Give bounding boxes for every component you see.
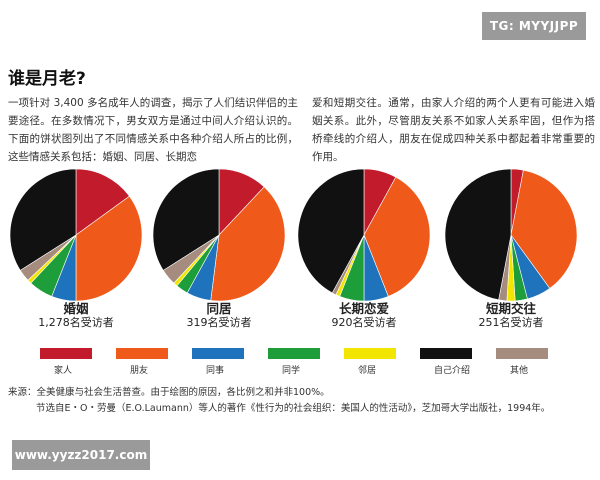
legend-label: 自己介绍 bbox=[434, 366, 471, 376]
legend-swatch bbox=[116, 348, 168, 359]
legend-item-other: 其他 bbox=[496, 348, 560, 376]
pie-label-long-term: 长期恋爱 920名受访者 bbox=[304, 302, 424, 330]
pie-slice bbox=[210, 186, 286, 302]
legend-label: 同事 bbox=[206, 366, 225, 376]
pie-slice bbox=[510, 169, 578, 289]
legend-item-classmates: 同学 bbox=[268, 348, 332, 376]
legend-label: 其他 bbox=[510, 366, 529, 376]
pie-label-cohabitation: 同居 319名受访者 bbox=[159, 302, 279, 330]
pie-charts bbox=[9, 168, 578, 302]
watermark-top: TG: MYYJJPP bbox=[482, 12, 586, 40]
intro-paragraph-left: 一项针对 3,400 多名成年人的调查，揭示了人们结识伴侣的主要途径。在多数情况… bbox=[8, 97, 298, 163]
pie-title: 婚姻 bbox=[63, 301, 89, 316]
legend-item-self: 自己介绍 bbox=[420, 348, 484, 376]
pie-slice bbox=[75, 168, 130, 236]
pie-respondents: 1,278名受访者 bbox=[38, 316, 114, 329]
pie-respondents: 319名受访者 bbox=[186, 316, 252, 329]
legend-swatch bbox=[268, 348, 320, 359]
legend-item-friends: 朋友 bbox=[116, 348, 180, 376]
legend-item-coworkers: 同事 bbox=[192, 348, 256, 376]
pie-respondents: 920名受访者 bbox=[331, 316, 397, 329]
page-title: 谁是月老? bbox=[8, 69, 86, 89]
pie-respondents: 251名受访者 bbox=[478, 316, 544, 329]
pie-label-marriage: 婚姻 1,278名受访者 bbox=[16, 302, 136, 330]
pie-slice bbox=[297, 168, 365, 294]
pie-label-short-term: 短期交往 251名受访者 bbox=[451, 302, 571, 330]
legend-swatch bbox=[40, 348, 92, 359]
pie-slice bbox=[75, 195, 143, 302]
legend-swatch bbox=[496, 348, 548, 359]
legend-label: 朋友 bbox=[130, 366, 149, 376]
excerpt-note: 节选自E・O・劳曼（E.O.Laumann）等人的著作《性行为的社会组织：美国人… bbox=[36, 403, 551, 414]
pie-slice bbox=[9, 168, 77, 271]
pie-title: 短期交往 bbox=[485, 301, 536, 316]
legend-label: 邻居 bbox=[358, 366, 377, 376]
legend-label: 同学 bbox=[282, 366, 301, 376]
legend-item-family: 家人 bbox=[40, 348, 104, 376]
watermark-bottom: www.yyzz2017.com bbox=[12, 440, 150, 470]
pie-0 bbox=[9, 168, 143, 302]
legend-label: 家人 bbox=[54, 366, 73, 376]
intro-paragraph-right: 爱和短期交往。通常，由家人介绍的两个人更有可能进入婚姻关系。此外，尽管朋友关系不… bbox=[312, 97, 595, 163]
legend-swatch bbox=[420, 348, 472, 359]
pie-title: 长期恋爱 bbox=[338, 301, 389, 316]
pie-slice bbox=[363, 176, 431, 297]
pie-2 bbox=[297, 168, 431, 302]
pie-1 bbox=[152, 168, 286, 302]
pie-slice bbox=[444, 168, 512, 301]
pie-title: 同居 bbox=[206, 301, 232, 316]
legend-swatch bbox=[192, 348, 244, 359]
pie-slice bbox=[152, 168, 220, 271]
legend-swatch bbox=[344, 348, 396, 359]
source-note: 来源：全美健康与社会生活普查。由于绘图的原因，各比例之和并非100%。 bbox=[8, 387, 330, 398]
legend-item-neighbors: 邻居 bbox=[344, 348, 408, 376]
pie-3 bbox=[444, 168, 578, 302]
legend: 家人 朋友 同事 同学 邻居 自己介绍 其他 bbox=[40, 348, 560, 378]
